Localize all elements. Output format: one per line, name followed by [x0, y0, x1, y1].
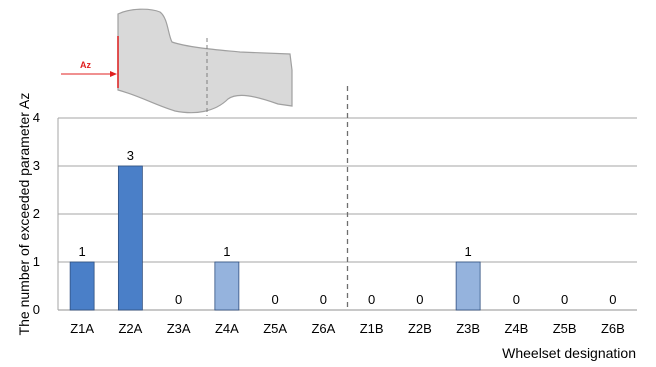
x-tick-label: Z5A	[263, 321, 287, 336]
data-label: 0	[320, 292, 327, 307]
data-label: 1	[465, 244, 472, 259]
x-tick-label: Z4B	[504, 321, 528, 336]
x-tick-label: Z4A	[215, 321, 239, 336]
x-tick-label: Z6A	[311, 321, 335, 336]
data-label: 0	[416, 292, 423, 307]
x-tick-label: Z5B	[553, 321, 577, 336]
y-axis-label: The number of exceeded parameter Az	[16, 93, 32, 336]
x-axis-label: Wheelset designation	[502, 345, 636, 361]
bars	[69, 165, 481, 311]
y-tick-label: 0	[33, 302, 40, 317]
az-arrow-head	[110, 71, 117, 77]
y-tick-labels: 0 1 2 3 4	[33, 110, 40, 317]
x-tick-label: Z1B	[360, 321, 384, 336]
x-tick-label: Z2A	[118, 321, 142, 336]
y-tick-label: 4	[33, 110, 40, 125]
bar	[455, 261, 481, 311]
data-label: 0	[513, 292, 520, 307]
data-label: 0	[272, 292, 279, 307]
y-tick-label: 1	[33, 254, 40, 269]
y-tick-label: 2	[33, 206, 40, 221]
x-tick-label: Z3B	[456, 321, 480, 336]
bar	[69, 261, 95, 311]
az-marker-label: Az	[80, 60, 91, 70]
x-tick-labels: Z1A Z2A Z3A Z4A Z5A Z6A Z1B Z2B Z3B Z4B Z5B Z6B	[70, 321, 625, 336]
x-tick-label: Z2B	[408, 321, 432, 336]
data-label: 0	[175, 292, 182, 307]
wheelset-silhouette-inset: Az	[61, 8, 293, 116]
bar	[214, 261, 240, 311]
data-label: 0	[609, 292, 616, 307]
data-labels: 1 3 0 1 0 0 0 0 1 0 0 0	[79, 148, 617, 307]
data-label: 1	[79, 244, 86, 259]
bar	[117, 165, 143, 311]
x-tick-label: Z1A	[70, 321, 94, 336]
x-tick-label: Z6B	[601, 321, 625, 336]
data-label: 1	[223, 244, 230, 259]
data-label: 0	[368, 292, 375, 307]
data-label: 3	[127, 148, 134, 163]
wheelset-silhouette-shape	[117, 8, 293, 114]
x-tick-label: Z3A	[167, 321, 191, 336]
y-tick-label: 3	[33, 158, 40, 173]
data-label: 0	[561, 292, 568, 307]
